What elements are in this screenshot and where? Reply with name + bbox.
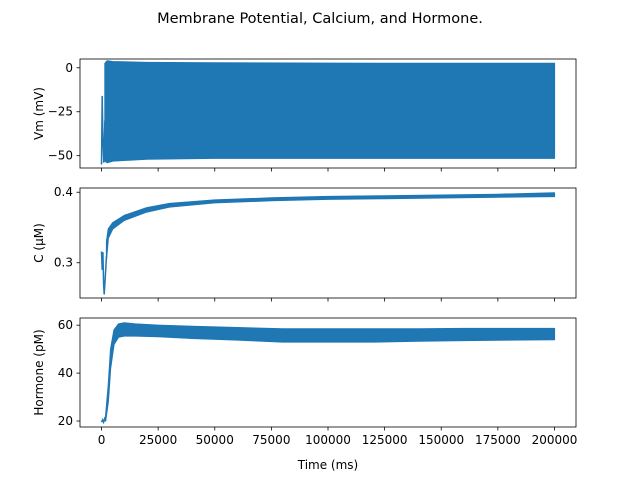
y-axis-label: C (μM)	[32, 223, 46, 263]
panel-plot-area	[100, 60, 556, 165]
series-line	[100, 251, 108, 295]
series-line	[100, 416, 107, 425]
series-line	[100, 95, 107, 165]
x-tick-label: 100000	[305, 433, 351, 447]
series-envelope	[104, 60, 556, 164]
y-tick-label: 20	[58, 414, 73, 428]
x-axis-label: Time (ms)	[297, 458, 359, 472]
x-tick-label: 175000	[475, 433, 521, 447]
x-tick-label: 200000	[532, 433, 578, 447]
x-tick-label: 50000	[196, 433, 234, 447]
panel-plot-area	[100, 322, 556, 425]
x-tick-label: 0	[98, 433, 106, 447]
panel-3: 20 40 60 Hormone (pM) 0 25000 50000 75000 100000…	[32, 317, 578, 447]
y-tick-label: 60	[58, 318, 73, 332]
x-tick-label: 125000	[362, 433, 408, 447]
y-tick-label: 40	[58, 366, 73, 380]
y-tick-label: −25	[48, 105, 73, 119]
chart-title: Membrane Potential, Calcium, and Hormone…	[157, 11, 483, 27]
x-tick-label: 25000	[139, 433, 177, 447]
y-tick-label: 0	[65, 61, 73, 75]
panel-plot-area	[100, 192, 556, 295]
x-tick-label: 150000	[418, 433, 464, 447]
y-tick-label: 0.4	[54, 185, 73, 199]
y-axis-label: Hormone (pM)	[32, 329, 46, 415]
series-envelope	[105, 192, 556, 260]
x-tick-label: 75000	[252, 433, 290, 447]
series-envelope	[104, 322, 556, 422]
y-axis-label: Vm (mV)	[32, 87, 46, 140]
y-tick-label: −50	[48, 149, 73, 163]
y-tick-label: 0.3	[54, 256, 73, 270]
panel-2: 0.3 0.4 C (μM)	[32, 185, 577, 302]
